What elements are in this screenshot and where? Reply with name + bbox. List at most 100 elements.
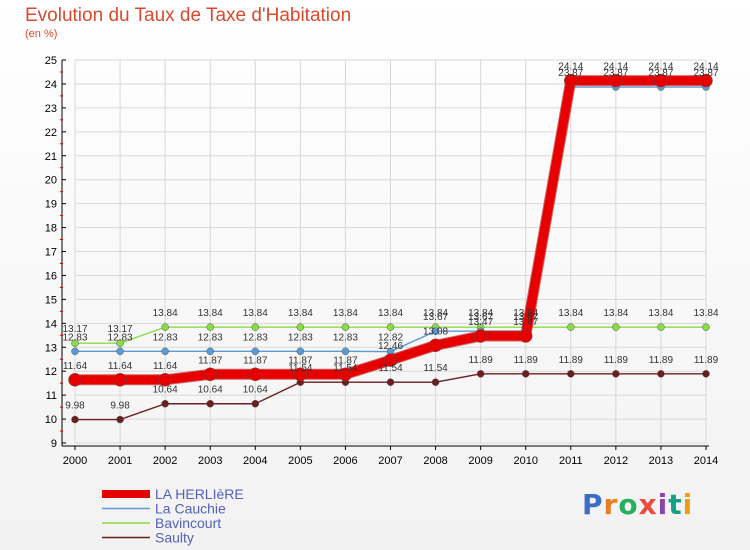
data-label: 11.87 [333,355,358,366]
data-point [161,323,169,331]
data-label: 11.54 [288,363,313,374]
data-label: 13.17 [108,324,133,335]
data-label: 23.87 [693,68,718,79]
data-point [296,323,305,331]
data-label: 13.84 [558,308,583,319]
data-label: 11.89 [694,355,719,366]
data-label: 12.83 [333,332,358,343]
data-label: 11.89 [559,355,584,366]
y-tick-label: 13 [45,342,57,354]
data-point [476,370,485,378]
data-point [383,353,398,367]
data-point [428,338,443,353]
data-label: 12.83 [62,332,87,343]
data-label: 11.87 [243,355,268,366]
data-label: 11.87 [288,355,313,366]
y-tick-label: 11 [46,390,57,402]
data-point [68,373,82,387]
data-point [699,73,713,88]
data-label: 12.83 [153,332,178,343]
legend-label: Bavincourt [155,515,221,531]
data-label: 11.64 [108,361,133,372]
data-label: 10.64 [243,385,268,396]
data-label: 12.46 [378,341,403,352]
y-tick-label: 15 [45,294,57,306]
data-point [71,339,79,347]
data-label: 11.64 [63,361,88,372]
x-tick-label: 2011 [559,455,583,467]
data-point [386,323,395,331]
data-point [158,373,172,387]
y-tick-label: 23 [45,103,57,115]
data-point [203,367,217,382]
data-label: 11.89 [514,355,539,366]
x-tick-label: 2002 [153,455,177,467]
data-label: 11.89 [468,355,493,366]
data-label: 13.67 [513,312,538,323]
x-tick-label: 2009 [468,455,492,467]
data-point [116,347,124,356]
data-label: 23.87 [603,68,628,79]
data-point [702,370,710,378]
data-label: 12.83 [288,332,313,343]
x-tick-label: 2001 [108,455,132,467]
data-label: 11.54 [423,363,448,374]
data-label: 13.84 [153,308,178,319]
data-point [431,378,440,386]
data-label: 11.89 [604,355,629,366]
data-label: 13.17 [62,324,87,335]
data-point [518,329,533,343]
y-tick-label: 25 [45,55,57,67]
data-point [338,367,353,382]
chart-subtitle: (en %) [25,28,58,40]
data-point [71,347,79,356]
data-point [341,323,350,331]
x-tick-label: 2014 [694,455,718,467]
data-label: 12.82 [378,333,403,344]
chart-title: Evolution du Taux de Taxe d'Habitation [25,5,352,26]
data-point [521,370,530,378]
data-label: 11.54 [333,363,358,374]
data-label: 13.67 [468,312,493,323]
data-point [657,323,665,331]
data-label: 13.84 [288,308,313,319]
y-tick-label: 24 [45,79,57,91]
data-label: 13.84 [648,308,673,319]
data-label: 11.87 [198,355,223,366]
legend-label: Saulty [155,530,194,546]
data-point [296,347,305,356]
data-label: 24.14 [558,62,583,73]
data-point [386,378,395,386]
data-point [654,73,668,88]
data-label: 13.47 [468,317,493,328]
y-tick-label: 19 [45,199,57,211]
data-label: 9.98 [65,401,85,412]
data-label: 10.64 [198,385,223,396]
data-point [567,370,575,378]
data-point [251,399,260,408]
x-tick-label: 2004 [243,455,267,467]
data-label: 11.54 [378,363,403,374]
data-point [116,415,124,424]
data-point [161,347,169,356]
data-point [609,73,623,88]
x-tick-label: 2005 [288,455,312,467]
data-point [564,73,578,88]
data-label: 24.14 [603,62,628,73]
y-tick-label: 20 [45,175,57,187]
legend-label: LA HERLIèRE [155,486,244,502]
y-tick-label: 16 [45,270,57,282]
series-0 [68,73,713,387]
y-tick-label: 14 [45,318,57,330]
data-point [567,323,575,331]
x-tick-label: 2012 [604,455,628,467]
x-tick-label: 2007 [378,455,402,467]
data-point [612,370,620,378]
data-label: 23.87 [558,68,583,79]
data-label: 11.89 [649,355,674,366]
x-tick-label: 2003 [198,455,222,467]
data-label: 13.84 [603,308,628,319]
y-tick-label: 10 [45,414,57,426]
